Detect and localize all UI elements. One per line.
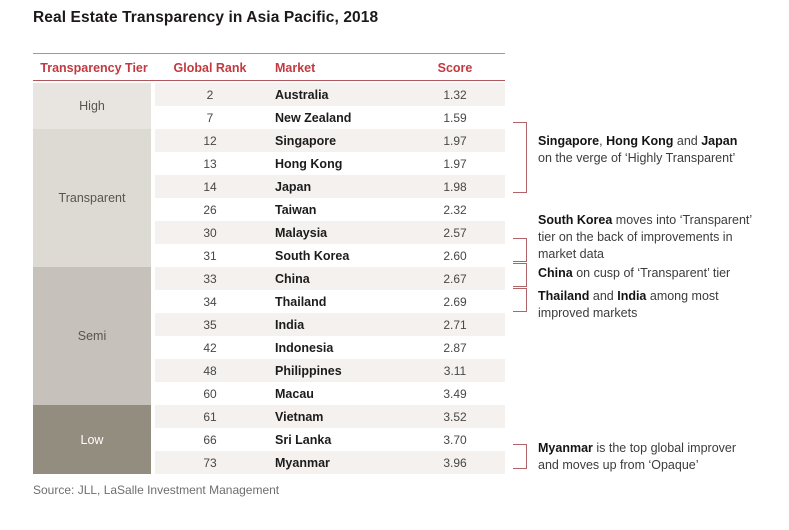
note-thailand-india: Thailand and India among most improved ma… (538, 289, 719, 320)
column-header-transparency-tier: Transparency Tier (40, 60, 148, 75)
table-row: 12 Singapore 1.97 (155, 129, 505, 152)
table-header-rule (33, 80, 505, 81)
cell-score: 2.60 (443, 248, 467, 263)
cell-score: 3.11 (443, 363, 467, 378)
cell-global-rank: 7 (206, 110, 214, 125)
cell-global-rank: 42 (203, 340, 217, 355)
cell-market: Hong Kong (275, 156, 343, 171)
cell-market: Japan (275, 179, 312, 194)
cell-score: 2.32 (443, 202, 467, 217)
table-row: 42 Indonesia 2.87 (155, 336, 505, 359)
tier-column: High Transparent Semi Low (33, 83, 151, 474)
table-rows: 2 Australia 1.32 7 New Zealand 1.59 12 Singapor… (155, 83, 505, 474)
table-row: 31 South Korea 2.60 (155, 244, 505, 267)
note-china: China on cusp of ‘Transparent’ tier (538, 266, 731, 280)
tier-label: Low (80, 432, 104, 447)
cell-score: 3.96 (443, 455, 467, 470)
cell-global-rank: 2 (206, 87, 214, 102)
tier-block-low: Low (33, 405, 151, 474)
cell-score: 2.67 (443, 271, 467, 286)
cell-global-rank: 73 (203, 455, 217, 470)
table-row: 34 Thailand 2.69 (155, 290, 505, 313)
column-header-global-rank: Global Rank (173, 60, 247, 75)
note-myanmar-bracket (513, 444, 527, 469)
cell-market: China (275, 271, 310, 286)
cell-market: Malaysia (275, 225, 328, 240)
page-title: Real Estate Transparency in Asia Pacific… (33, 9, 379, 26)
note-south-korea: South Korea moves into ‘Transparent’ tier… (538, 213, 753, 261)
cell-global-rank: 48 (203, 363, 217, 378)
table-top-rule (33, 53, 505, 54)
column-header-market: Market (275, 60, 316, 75)
note-south-korea-bracket (513, 238, 527, 262)
tier-label: High (79, 99, 105, 113)
cell-score: 2.57 (443, 225, 467, 240)
cell-score: 1.97 (443, 133, 467, 148)
note-singapore-hongkong-japan-bracket (513, 122, 527, 193)
cell-market: India (275, 317, 305, 332)
table-row: 30 Malaysia 2.57 (155, 221, 505, 244)
cell-global-rank: 30 (203, 225, 217, 240)
cell-global-rank: 61 (203, 409, 217, 424)
cell-global-rank: 26 (203, 202, 217, 217)
cell-global-rank: 14 (203, 179, 217, 194)
tier-block-high: High (33, 83, 151, 129)
cell-score: 2.87 (443, 340, 467, 355)
tier-label: Transparent (58, 191, 126, 205)
table-row: 66 Sri Lanka 3.70 (155, 428, 505, 451)
cell-global-rank: 60 (203, 386, 217, 401)
table-row: 13 Hong Kong 1.97 (155, 152, 505, 175)
cell-global-rank: 66 (203, 432, 217, 447)
cell-market: Vietnam (275, 409, 324, 424)
cell-score: 3.70 (443, 432, 467, 447)
cell-market: Sri Lanka (275, 432, 332, 447)
cell-global-rank: 13 (203, 156, 217, 171)
table-row: 7 New Zealand 1.59 (155, 106, 505, 129)
tier-block-transparent: Transparent (33, 129, 151, 267)
cell-market: Macau (275, 386, 314, 401)
cell-score: 2.71 (443, 317, 467, 332)
cell-score: 1.98 (443, 179, 467, 194)
cell-global-rank: 35 (203, 317, 217, 332)
cell-score: 3.52 (443, 409, 467, 424)
tier-label: Semi (77, 329, 107, 343)
cell-market: Taiwan (275, 202, 317, 217)
cell-score: 3.49 (443, 386, 467, 401)
cell-score: 1.32 (443, 87, 467, 102)
table-row: 2 Australia 1.32 (155, 83, 505, 106)
table-row: 26 Taiwan 2.32 (155, 198, 505, 221)
cell-score: 1.59 (443, 110, 467, 125)
cell-market: Indonesia (275, 340, 334, 355)
cell-market: Singapore (275, 133, 337, 148)
note-thailand-india-bracket (513, 288, 527, 312)
column-header-score: Score (437, 60, 473, 75)
table-row: 48 Philippines 3.11 (155, 359, 505, 382)
cell-market: Myanmar (275, 455, 330, 470)
note-myanmar: Myanmar is the top global improver and mo… (538, 441, 737, 472)
table-row: 35 India 2.71 (155, 313, 505, 336)
cell-market: Philippines (275, 363, 342, 378)
note-singapore-hongkong-japan: Singapore, Hong Kong and Japan on the ver… (538, 134, 738, 165)
cell-global-rank: 12 (203, 133, 217, 148)
cell-market: Thailand (275, 294, 327, 309)
table-header: Transparency Tier Global Rank Market Sco… (33, 55, 505, 80)
cell-market: Australia (275, 87, 329, 102)
cell-global-rank: 33 (203, 271, 217, 286)
cell-global-rank: 34 (203, 294, 217, 309)
cell-market: New Zealand (275, 110, 352, 125)
cell-market: South Korea (275, 248, 350, 263)
cell-score: 1.97 (443, 156, 467, 171)
source-note: Source: JLL, LaSalle Investment Manageme… (33, 483, 280, 497)
table-row: 73 Myanmar 3.96 (155, 451, 505, 474)
table-row: 14 Japan 1.98 (155, 175, 505, 198)
tier-block-semi: Semi (33, 267, 151, 405)
table-row: 60 Macau 3.49 (155, 382, 505, 405)
cell-global-rank: 31 (203, 248, 217, 263)
note-china-bracket (513, 263, 527, 287)
table-row: 61 Vietnam 3.52 (155, 405, 505, 428)
cell-score: 2.69 (443, 294, 467, 309)
table-row: 33 China 2.67 (155, 267, 505, 290)
